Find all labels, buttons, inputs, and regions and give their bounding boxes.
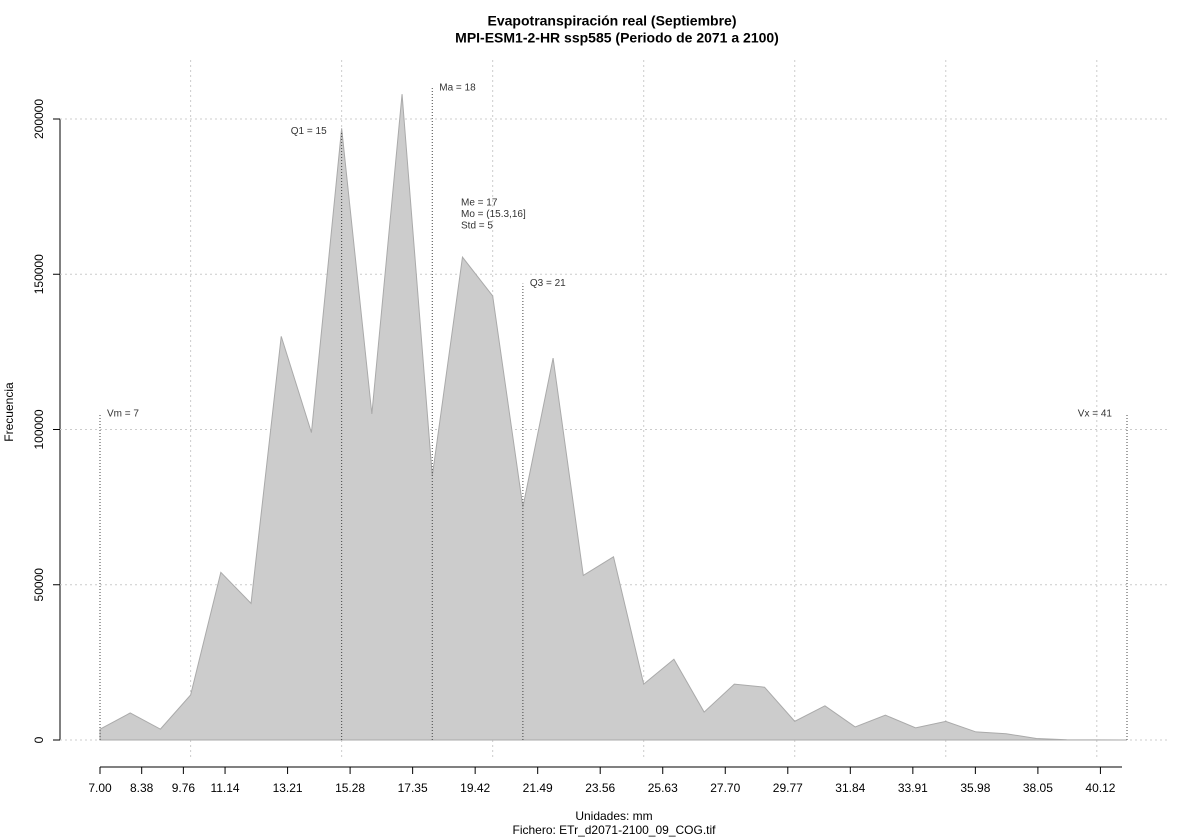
x-tick-label: 9.76 [172,781,196,795]
y-tick-label: 200000 [32,99,46,139]
x-tick-label: 7.00 [88,781,112,795]
x-axis-label: Unidades: mm [575,809,652,823]
x-tick-label: 31.84 [835,781,865,795]
annotation-label: Vx = 41 [1078,409,1113,420]
y-axis-label: Frecuencia [2,382,16,442]
area [99,94,1128,741]
y-tick-label: 100000 [32,409,46,449]
annotation-label: Q1 = 15 [291,126,327,137]
x-tick-label: 21.49 [523,781,553,795]
chart-subtitle: MPI-ESM1-2-HR ssp585 (Periodo de 2071 a … [455,30,779,46]
y-tick-label: 150000 [32,254,46,294]
x-tick-label: 17.35 [398,781,428,795]
x-tick-label: 38.05 [1023,781,1053,795]
x-tick-label: 29.77 [773,781,803,795]
y-tick-label: 0 [32,736,46,743]
annotation-label: Vm = 7 [107,409,139,420]
stats-label: Mo = (15.3,16] [461,209,526,220]
x-tick-label: 11.14 [210,781,239,795]
x-tick-label: 33.91 [898,781,928,795]
x-tick-label: 8.38 [130,781,154,795]
annotation-label: Ma = 18 [439,83,476,94]
x-tick-label: 19.42 [460,781,490,795]
caption: Fichero: ETr_d2071-2100_09_COG.tif [513,823,717,837]
x-tick-label: 35.98 [960,781,990,795]
stats-label: Std = 5 [461,221,493,232]
x-tick-label: 27.70 [710,781,740,795]
chart-title: Evapotranspiración real (Septiembre) [488,13,737,29]
x-tick-label: 40.12 [1085,781,1115,795]
x-tick-label: 15.28 [335,781,365,795]
annotation-label: Q3 = 21 [530,278,566,289]
x-tick-label: 25.63 [648,781,678,795]
y-tick-label: 50000 [32,568,46,602]
stats-label: Me = 17 [461,198,498,209]
x-tick-label: 13.21 [273,781,303,795]
x-tick-label: 23.56 [585,781,615,795]
